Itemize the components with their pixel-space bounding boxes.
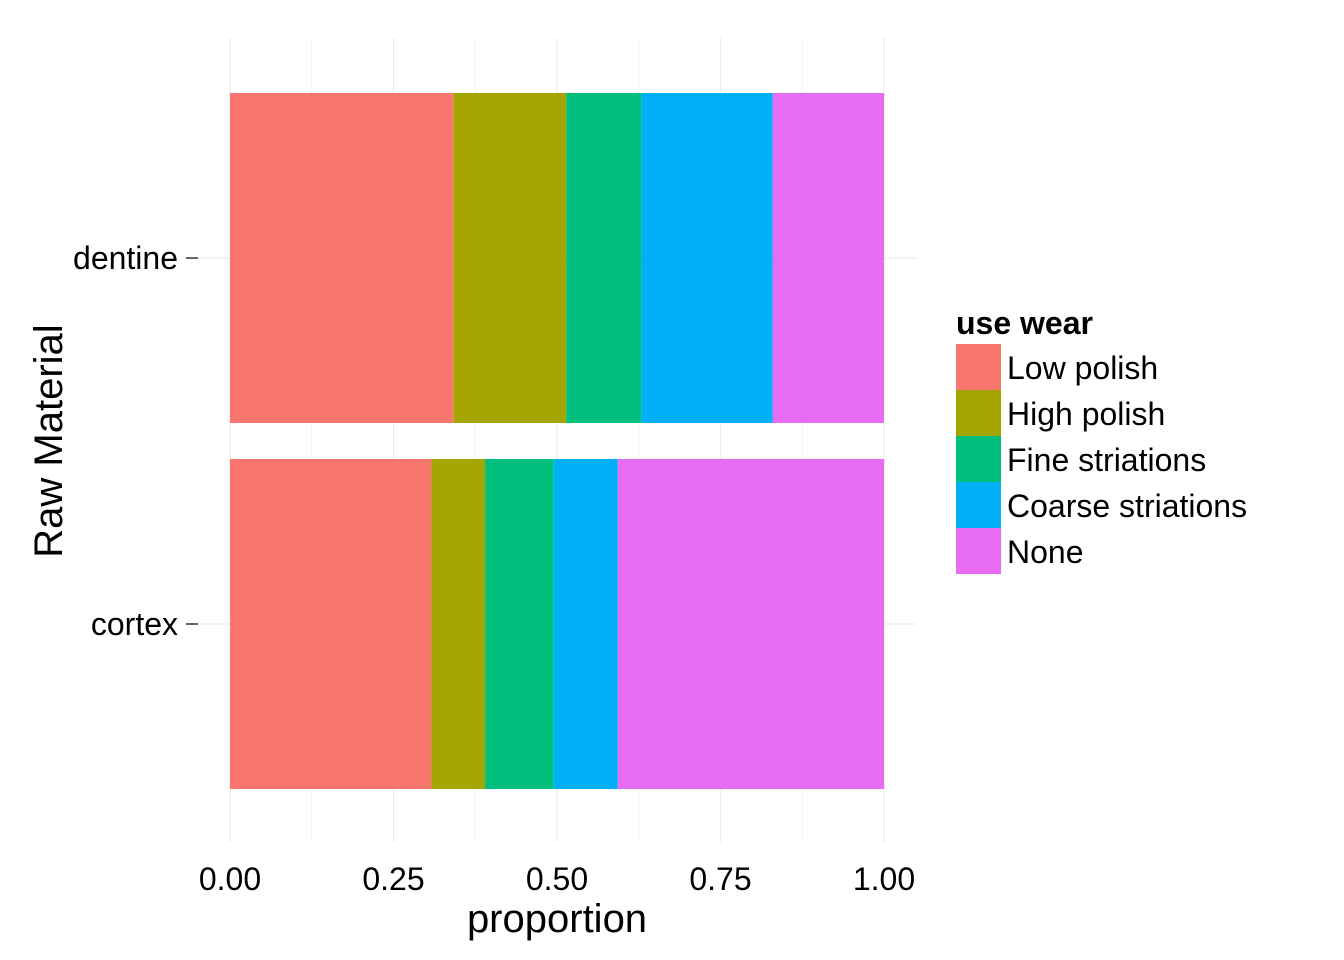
legend-label: Fine striations [1007,442,1206,478]
legend-key-low-polish [956,344,1001,390]
x-axis: 0.00 0.25 0.50 0.75 1.00 [199,861,915,897]
legend-key-none [956,528,1001,574]
bars [230,93,884,789]
legend-title: use wear [956,305,1093,341]
legend-key-fine-striations [956,436,1001,482]
legend-key-coarse-striations [956,482,1001,528]
bar-dentine-fine-striations [566,93,642,423]
x-tick-label: 0.50 [526,861,588,897]
legend-label: Low polish [1007,350,1158,386]
bar-cortex-none [617,459,884,789]
x-tick-label: 0.25 [362,861,424,897]
bar-dentine-coarse-striations [641,93,773,423]
bar-dentine-high-polish [453,93,567,423]
x-tick-label: 0.00 [199,861,261,897]
x-axis-title: proportion [467,897,647,941]
x-tick-label: 0.75 [689,861,751,897]
legend-label: Coarse striations [1007,488,1247,524]
legend-label: High polish [1007,396,1165,432]
legend: use wear Low polish High polish Fine stria… [956,305,1247,574]
bar-cortex-coarse-striations [553,459,618,789]
x-tick-label: 1.00 [853,861,915,897]
y-axis: dentine cortex [73,240,198,642]
bar-cortex-low-polish [230,459,432,789]
bar-cortex-fine-striations [485,459,554,789]
bar-cortex-high-polish [431,459,486,789]
y-tick-label: cortex [91,606,178,642]
legend-key-high-polish [956,390,1001,436]
y-tick-label: dentine [73,240,178,276]
legend-label: None [1007,534,1084,570]
bar-dentine-low-polish [230,93,454,423]
bar-dentine-none [772,93,884,423]
y-axis-title: Raw Material [27,324,71,557]
